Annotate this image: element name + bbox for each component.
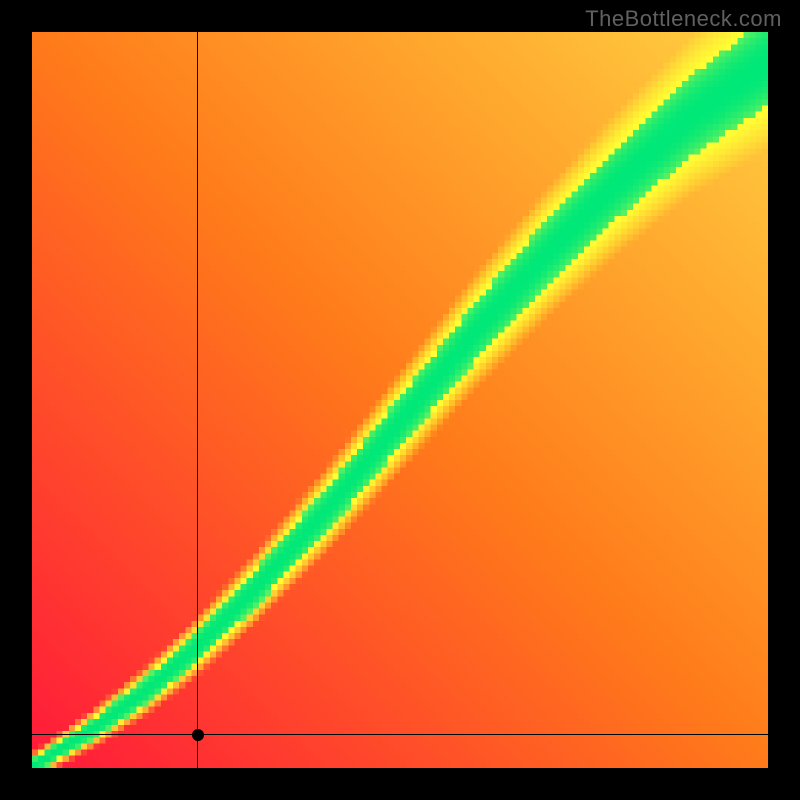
crosshair-vertical	[197, 32, 198, 768]
crosshair-marker	[192, 729, 204, 741]
watermark-text: TheBottleneck.com	[585, 6, 782, 32]
plot-area	[32, 32, 768, 768]
chart-container: TheBottleneck.com	[0, 0, 800, 800]
bottleneck-heatmap	[32, 32, 768, 768]
crosshair-horizontal	[32, 734, 768, 735]
